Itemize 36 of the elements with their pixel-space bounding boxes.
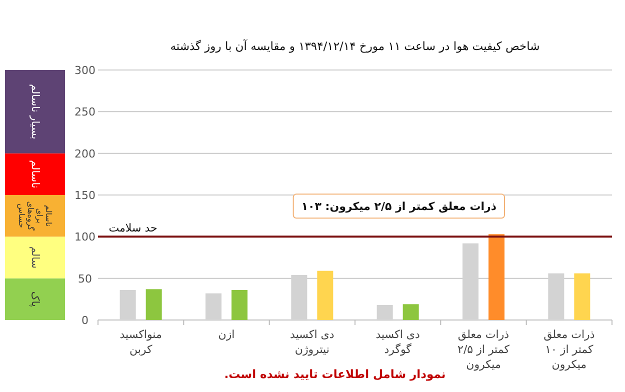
series-label: پاک <box>29 291 41 307</box>
x-tick-label: دی اکسید گوگرد <box>376 328 420 356</box>
bar <box>376 305 393 320</box>
y-tick-label: 250 <box>74 106 96 119</box>
bar <box>5 195 65 237</box>
x-tick-label: منواکسید کربن <box>120 328 162 356</box>
text: نمودار شامل اطلاعات تایید نشده است. <box>224 367 446 381</box>
bar <box>146 289 162 320</box>
ref-line-label: حد سلامت <box>108 222 158 235</box>
bar <box>5 70 65 154</box>
y-tick-label: 50 <box>78 272 92 286</box>
bar <box>232 290 248 320</box>
y-tick-label: 150 <box>74 189 96 202</box>
y-tick-label: 0 <box>82 314 88 327</box>
bar <box>488 234 504 320</box>
bar <box>317 270 334 320</box>
y-tick-label: 200 <box>74 147 96 160</box>
bar <box>5 278 65 320</box>
x-tick-label: ذرات معلق کمتر از ۲/۵ میکرون <box>458 328 510 371</box>
bar <box>206 293 222 320</box>
bar <box>120 290 136 320</box>
annotation: ذرات معلق کمتر از ۲/۵ میکرون: ۱۰۳ <box>301 200 497 214</box>
series-label: بسیار ناسالم <box>29 84 41 140</box>
series-label: سالم <box>29 246 41 269</box>
chart-title: شاخص کیفیت هوا در ساعت ۱۱ مورخ ۱۳۹۴/۱۲/۱۴ و مقایسه آن با روز گذشته <box>170 39 540 53</box>
x-tick-label: ذرات معلق کمتر از ۱۰ میکرون <box>544 328 595 371</box>
bar <box>5 153 65 195</box>
y-tick-label: 300 <box>74 64 96 77</box>
y-tick-label: 100 <box>74 230 96 244</box>
x-tick-label: دی اکسید نیتروژن <box>290 328 334 356</box>
bar <box>5 236 65 278</box>
x-tick-label: ازن <box>218 328 235 341</box>
series-label: ناسالم <box>29 160 41 188</box>
bar <box>402 304 419 320</box>
series-label: ناسالم برای گروه‌های حساس <box>17 201 53 231</box>
bar <box>574 273 590 320</box>
